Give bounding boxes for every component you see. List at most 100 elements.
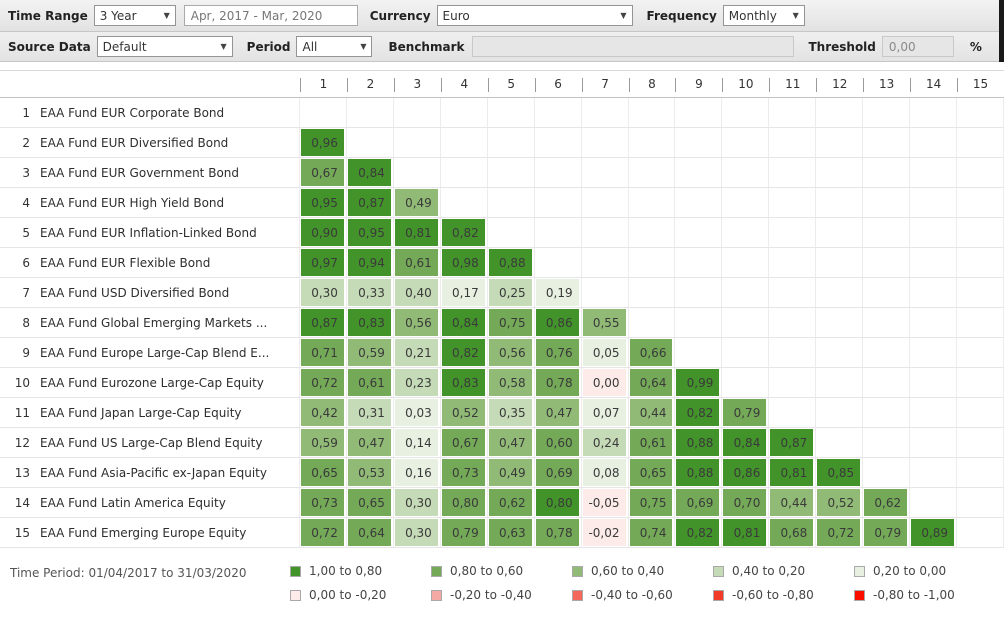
matrix-cell (488, 128, 535, 157)
matrix-cell: -0,05 (582, 488, 629, 517)
correlation-value: 0,87 (301, 309, 344, 336)
matrix-cell: 0,05 (582, 338, 629, 367)
matrix-cell (816, 158, 864, 187)
threshold-label: Threshold (808, 39, 876, 54)
time-range-label: Time Range (8, 8, 88, 23)
legend-item: -0,60 to -0,80 (713, 588, 854, 602)
period-select[interactable]: All ▼ (296, 36, 373, 57)
matrix-cell (910, 458, 958, 487)
fund-name: EAA Fund Asia-Pacific ex-Japan Equity (30, 458, 300, 487)
matrix-cell: 0,82 (441, 338, 488, 367)
matrix-cell: 0,68 (769, 518, 817, 547)
correlation-value: 0,61 (347, 369, 391, 396)
correlation-value: 0,94 (347, 249, 391, 276)
matrix-cell: 0,03 (394, 398, 441, 427)
correlation-value: 0,07 (582, 399, 626, 426)
matrix-cell: 0,75 (488, 308, 535, 337)
matrix-cell (957, 158, 1004, 187)
correlation-value: 0,47 (347, 429, 391, 456)
correlation-value: 0,84 (723, 429, 767, 456)
frequency-select[interactable]: Monthly ▼ (722, 5, 805, 26)
correlation-value: 0,44 (770, 489, 814, 516)
matrix-cell (722, 218, 770, 247)
legend-swatch-icon (713, 589, 724, 601)
matrix-cell: 0,44 (629, 398, 676, 427)
date-range-input[interactable] (183, 5, 358, 26)
table-row: 12 EAA Fund US Large-Cap Blend Equity 0,59… (0, 428, 1004, 458)
matrix-cell: 0,35 (488, 398, 535, 427)
chevron-down-icon: ▼ (220, 42, 227, 51)
correlation-value: 0,87 (347, 189, 391, 216)
column-header: 12 (816, 71, 863, 97)
correlation-value: 0,79 (864, 519, 908, 546)
matrix-cell (957, 128, 1004, 157)
table-row: 1 EAA Fund EUR Corporate Bond (0, 98, 1004, 128)
legend-item: -0,80 to -1,00 (854, 588, 995, 602)
benchmark-input[interactable] (472, 36, 795, 57)
matrix-cell: 0,73 (300, 488, 347, 517)
row-index: 9 (22, 345, 30, 360)
correlation-value: 0,58 (488, 369, 532, 396)
matrix-cell: 0,58 (488, 368, 535, 397)
chevron-down-icon: ▼ (792, 11, 799, 20)
matrix-cell (910, 188, 958, 217)
matrix-cell (582, 278, 629, 307)
row-index: 15 (14, 525, 30, 540)
time-range-select[interactable]: 3 Year ▼ (93, 5, 176, 26)
correlation-value: 0,35 (488, 399, 532, 426)
legend-item: -0,40 to -0,60 (572, 588, 713, 602)
correlation-value: 0,79 (441, 519, 485, 546)
matrix-cell (769, 368, 817, 397)
matrix-cell: 0,84 (441, 308, 488, 337)
legend-label: -0,40 to -0,60 (591, 588, 673, 602)
matrix-cell: 0,61 (394, 248, 441, 277)
threshold-input[interactable] (881, 36, 954, 57)
matrix-cell: 0,47 (535, 398, 582, 427)
matrix-cell: 0,23 (394, 368, 441, 397)
correlation-value: 0,86 (535, 309, 579, 336)
source-data-select[interactable]: Default ▼ (96, 36, 233, 57)
table-row: 8 EAA Fund Global Emerging Markets ... 0,8… (0, 308, 1004, 338)
column-header: 5 (487, 71, 535, 97)
legend-swatch-icon (431, 565, 442, 577)
currency-select[interactable]: Euro ▼ (436, 5, 633, 26)
legend-swatch-icon (572, 565, 583, 577)
matrix-cell (394, 98, 441, 127)
matrix-cell: 0,96 (300, 128, 347, 157)
table-row: 11 EAA Fund Japan Large-Cap Equity 0,42 0,3… (0, 398, 1004, 428)
matrix-cell (722, 308, 770, 337)
column-header: 8 (628, 71, 676, 97)
correlation-value: 0,30 (301, 279, 344, 306)
correlation-value: 0,69 (676, 489, 720, 516)
chevron-down-icon: ▼ (360, 42, 367, 51)
legend-item: -0,20 to -0,40 (431, 588, 572, 602)
matrix-cell: 0,00 (582, 368, 629, 397)
legend-swatch-icon (290, 589, 301, 601)
matrix-cell: 0,79 (722, 398, 770, 427)
correlation-value: 0,98 (441, 249, 485, 276)
matrix-cell (957, 488, 1004, 517)
column-header: 3 (393, 71, 441, 97)
matrix-cell: 0,81 (722, 518, 770, 547)
matrix-cell (769, 188, 817, 217)
column-header: 7 (581, 71, 629, 97)
correlation-value: 0,59 (301, 429, 344, 456)
matrix-cell: 0,88 (488, 248, 535, 277)
matrix-cell (722, 98, 770, 127)
frequency-label: Frequency (646, 8, 717, 23)
legend: 1,00 to 0,80 0,80 to 0,60 0,60 to 0,40 0,40… (290, 564, 995, 602)
matrix-cell (722, 188, 770, 217)
correlation-value: 0,05 (582, 339, 626, 366)
correlation-value: 0,42 (301, 399, 344, 426)
fund-name: EAA Fund USD Diversified Bond (30, 278, 300, 307)
matrix-cell: 0,80 (441, 488, 488, 517)
correlation-value: 0,97 (301, 249, 344, 276)
legend-item: 0,20 to 0,00 (854, 564, 995, 578)
matrix-cell (394, 158, 441, 187)
matrix-cell (769, 98, 817, 127)
matrix-cell: 0,85 (816, 458, 864, 487)
matrix-cell (863, 128, 911, 157)
matrix-cell: 0,97 (300, 248, 347, 277)
matrix-cell: 0,87 (300, 308, 347, 337)
matrix-cell (769, 308, 817, 337)
